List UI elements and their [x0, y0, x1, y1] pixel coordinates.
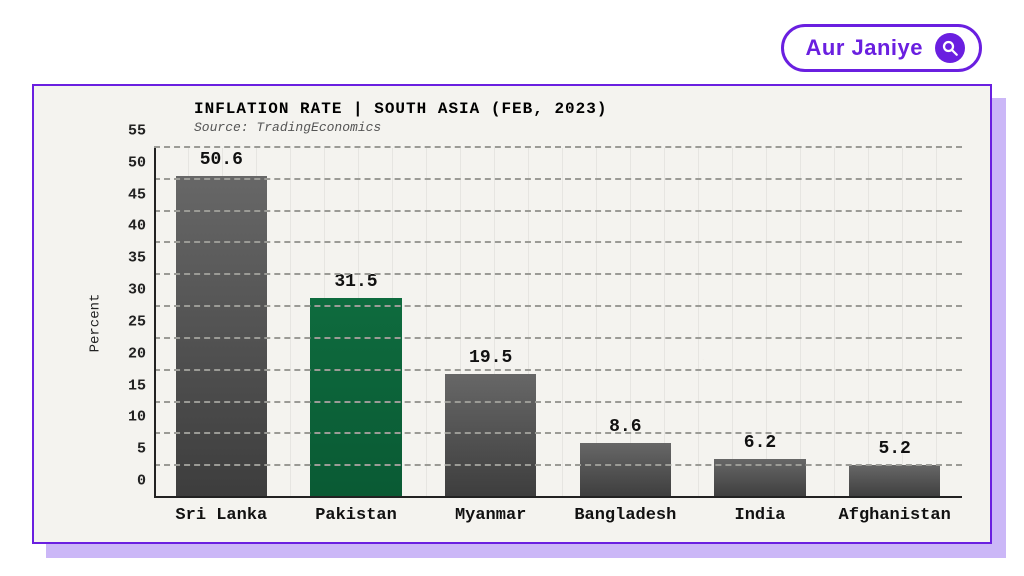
gridline: [154, 305, 962, 307]
y-tick-label: 45: [128, 186, 154, 203]
y-axis-line: [154, 148, 156, 498]
x-category-label: India: [734, 506, 785, 525]
search-icon: [935, 33, 965, 63]
y-tick-label: 55: [128, 123, 154, 140]
x-axis-line: [154, 496, 962, 498]
y-tick-label: 35: [128, 250, 154, 267]
chart-card: INFLATION RATE | SOUTH ASIA (FEB, 2023) …: [32, 84, 992, 544]
bars-layer: 50.6 31.5 19.5 8.6 6.2 5.2: [154, 148, 962, 498]
plot-area: Percent 50.631.519.58.66.25.2 0510152025…: [154, 148, 962, 498]
bar: 31.5: [310, 298, 402, 498]
card-surface: INFLATION RATE | SOUTH ASIA (FEB, 2023) …: [32, 84, 992, 544]
y-tick-label: 25: [128, 313, 154, 330]
bar-value-label: 6.2: [744, 433, 776, 453]
bar-value-label: 5.2: [878, 439, 910, 459]
y-tick-label: 0: [137, 473, 154, 490]
gridline: [154, 369, 962, 371]
bar-value-label: 19.5: [469, 348, 512, 368]
gridline: [154, 146, 962, 148]
gridline: [154, 210, 962, 212]
x-category-label: Bangladesh: [574, 506, 676, 525]
gridline: [154, 464, 962, 466]
chart-source: Source: TradingEconomics: [194, 120, 381, 135]
y-tick-label: 20: [128, 345, 154, 362]
bar: 19.5: [445, 374, 537, 498]
bar: 5.2: [849, 465, 941, 498]
x-category-label: Sri Lanka: [175, 506, 267, 525]
y-tick-label: 10: [128, 409, 154, 426]
brand-pill[interactable]: Aur Janiye: [781, 24, 983, 72]
gridline: [154, 178, 962, 180]
chart-title: INFLATION RATE | SOUTH ASIA (FEB, 2023): [194, 100, 607, 118]
gridline: [154, 401, 962, 403]
x-category-label: Myanmar: [455, 506, 526, 525]
y-tick-label: 40: [128, 218, 154, 235]
gridline: [154, 273, 962, 275]
y-tick-label: 5: [137, 441, 154, 458]
bar: 8.6: [580, 443, 672, 498]
x-category-label: Afghanistan: [839, 506, 951, 525]
gridline: [154, 241, 962, 243]
y-axis-label: Percent: [87, 294, 103, 353]
bar-value-label: 50.6: [200, 150, 243, 170]
x-category-label: Pakistan: [315, 506, 397, 525]
y-tick-label: 50: [128, 154, 154, 171]
y-tick-label: 30: [128, 282, 154, 299]
y-tick-label: 15: [128, 377, 154, 394]
gridline: [154, 337, 962, 339]
brand-label: Aur Janiye: [806, 35, 924, 61]
gridline: [154, 432, 962, 434]
